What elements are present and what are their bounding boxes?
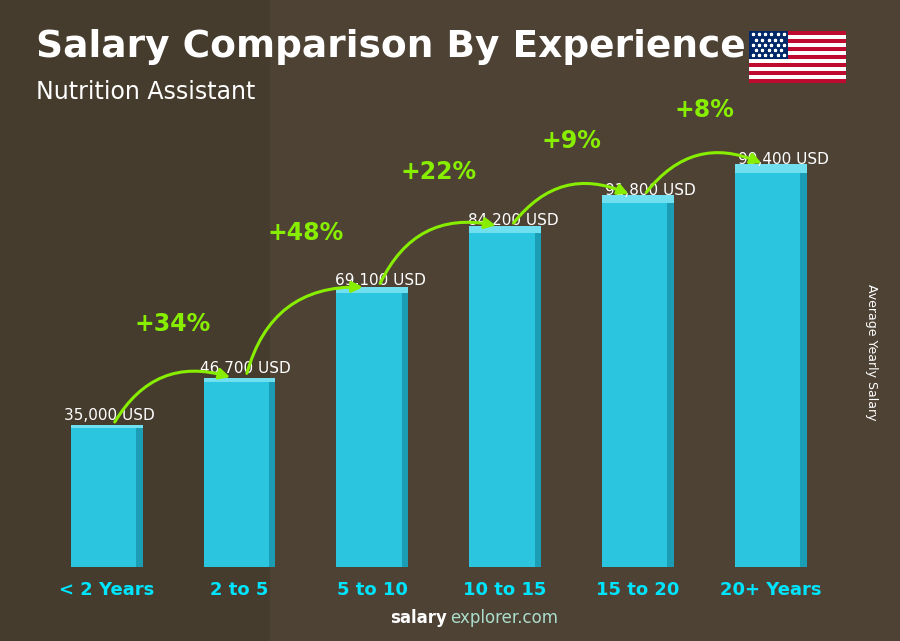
Bar [749, 51, 846, 55]
Text: +8%: +8% [674, 98, 734, 122]
Text: +48%: +48% [268, 221, 344, 245]
Bar [749, 39, 846, 43]
Bar [535, 233, 541, 567]
Bar [203, 378, 275, 382]
Bar [749, 71, 846, 75]
Bar [749, 43, 846, 47]
Bar [800, 173, 806, 567]
Bar [749, 75, 846, 79]
Text: Salary Comparison By Experience: Salary Comparison By Experience [36, 29, 746, 65]
Bar [735, 173, 806, 567]
Text: +22%: +22% [400, 160, 477, 184]
Bar [337, 294, 409, 567]
Text: +34%: +34% [135, 312, 212, 336]
Text: salary: salary [391, 609, 447, 627]
Bar [735, 165, 806, 173]
Bar [749, 47, 846, 51]
Bar [136, 428, 142, 567]
Text: 69,100 USD: 69,100 USD [335, 272, 426, 288]
Bar [749, 79, 846, 83]
Text: 91,800 USD: 91,800 USD [605, 183, 696, 197]
Bar [749, 59, 846, 63]
Bar [269, 382, 275, 567]
Bar [337, 287, 409, 294]
Bar [203, 382, 275, 567]
Bar [749, 55, 846, 59]
Bar [668, 203, 674, 567]
Bar [71, 428, 142, 567]
Bar [749, 31, 846, 35]
Text: Nutrition Assistant: Nutrition Assistant [36, 80, 256, 104]
Bar [469, 233, 541, 567]
Text: 99,400 USD: 99,400 USD [738, 153, 829, 167]
Text: 35,000 USD: 35,000 USD [64, 408, 155, 423]
Bar [749, 35, 846, 39]
Text: Average Yearly Salary: Average Yearly Salary [865, 285, 878, 420]
Bar [469, 226, 541, 233]
Text: 84,200 USD: 84,200 USD [468, 213, 559, 228]
Bar [71, 426, 142, 428]
Bar [749, 31, 788, 59]
Bar [602, 203, 674, 567]
Bar [749, 67, 846, 71]
Bar [749, 63, 846, 67]
Text: 46,700 USD: 46,700 USD [200, 362, 291, 376]
Text: explorer.com: explorer.com [450, 609, 558, 627]
Bar [602, 196, 674, 203]
Bar [401, 294, 409, 567]
Text: +9%: +9% [542, 129, 601, 153]
